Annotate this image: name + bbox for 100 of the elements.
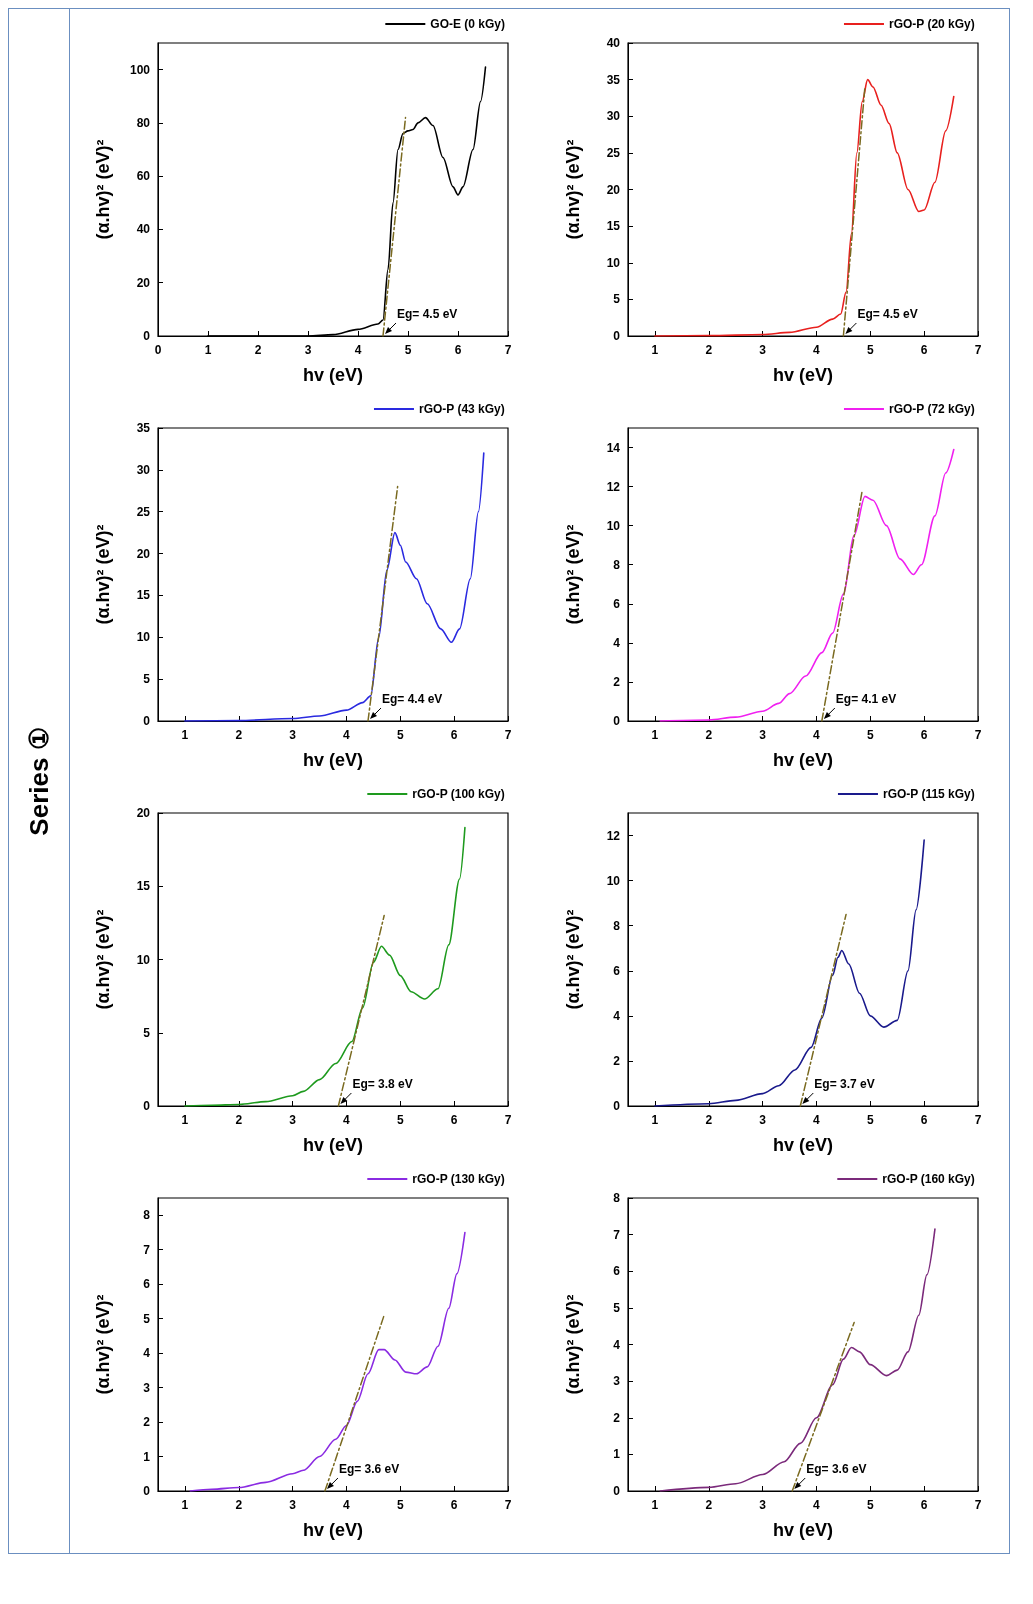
x-tick-label: 1 [181, 728, 189, 742]
x-axis-title: hv (eV) [772, 365, 834, 385]
x-tick-label: 5 [396, 728, 404, 742]
y-tick-label: 4 [143, 1346, 151, 1361]
x-tick-label: 7 [974, 1113, 982, 1127]
x-tick-label: 3 [289, 728, 297, 742]
y-tick-label: 0 [613, 1484, 621, 1498]
y-tick-label: 12 [606, 479, 621, 494]
y-tick-label: 40 [136, 222, 151, 237]
y-tick-label: 0 [143, 329, 151, 343]
y-axis-title: (α.hv)² (eV)² [563, 1294, 583, 1395]
y-tick-label: 6 [143, 1277, 151, 1292]
y-tick-label: 2 [613, 674, 621, 689]
y-tick-label: 20 [136, 275, 151, 290]
legend-label: rGO-P (100 kGy) [412, 787, 505, 801]
x-tick-label: 1 [651, 1113, 659, 1127]
x-axis-title: hv (eV) [302, 1135, 364, 1155]
y-tick-label: 6 [613, 596, 621, 611]
y-tick-label: 8 [613, 918, 621, 933]
y-tick-label: 1 [613, 1447, 621, 1462]
y-tick-label: 8 [613, 1191, 621, 1205]
x-tick-label: 3 [289, 1498, 297, 1512]
legend-label: rGO-P (160 kGy) [882, 1172, 975, 1186]
y-tick-label: 4 [613, 635, 621, 650]
annotation: Eg= 4.4 eV [382, 692, 443, 706]
y-tick-label: 25 [606, 145, 621, 160]
y-tick-label: 30 [606, 109, 621, 124]
x-tick-label: 4 [813, 1113, 821, 1127]
y-tick-label: 3 [143, 1380, 151, 1395]
y-tick-label: 4 [613, 1337, 621, 1352]
x-tick-label: 3 [289, 1113, 297, 1127]
y-tick-label: 4 [613, 1008, 621, 1023]
x-tick-label: 1 [204, 343, 212, 357]
x-tick-label: 7 [974, 728, 982, 742]
x-tick-label: 2 [705, 1113, 713, 1127]
y-tick-label: 3 [613, 1374, 621, 1389]
x-axis-title: hv (eV) [302, 1520, 364, 1540]
x-tick-label: 6 [920, 1113, 928, 1127]
x-tick-label: 2 [705, 1498, 713, 1512]
y-axis-title: (α.hv)² (eV)² [563, 139, 583, 240]
x-tick-label: 6 [920, 728, 928, 742]
x-axis-title: hv (eV) [302, 365, 364, 385]
x-tick-label: 3 [304, 343, 312, 357]
x-tick-label: 2 [235, 728, 243, 742]
x-tick-label: 5 [866, 728, 874, 742]
y-tick-label: 80 [136, 115, 151, 130]
annotation: Eg= 3.8 eV [352, 1077, 413, 1091]
x-tick-label: 3 [759, 728, 767, 742]
x-tick-label: 3 [759, 343, 767, 357]
x-axis-title: hv (eV) [772, 750, 834, 770]
y-tick-label: 10 [136, 630, 151, 645]
y-tick-label: 8 [613, 557, 621, 572]
y-tick-label: 5 [143, 1025, 151, 1040]
y-axis-title: (α.hv)² (eV)² [93, 909, 113, 1010]
y-tick-label: 2 [613, 1410, 621, 1425]
y-tick-label: 2 [613, 1053, 621, 1068]
x-tick-label: 5 [396, 1498, 404, 1512]
x-tick-label: 1 [651, 343, 659, 357]
y-tick-label: 10 [136, 952, 151, 967]
annotation: Eg= 4.5 eV [857, 307, 918, 321]
y-tick-label: 1 [143, 1449, 151, 1464]
x-tick-label: 6 [450, 728, 458, 742]
y-tick-label: 100 [129, 62, 151, 77]
line-series [654, 839, 925, 1107]
annotation: Eg= 3.6 eV [806, 1462, 867, 1476]
y-tick-label: 60 [136, 169, 151, 184]
legend-label: rGO-P (115 kGy) [882, 787, 975, 801]
x-tick-label: 4 [343, 728, 351, 742]
line-series [184, 452, 485, 722]
x-tick-label: 6 [450, 1498, 458, 1512]
line-series [189, 1231, 466, 1492]
y-tick-label: 10 [606, 255, 621, 270]
x-tick-label: 2 [254, 343, 262, 357]
y-tick-label: 7 [143, 1242, 151, 1257]
x-tick-label: 1 [181, 1113, 189, 1127]
x-axis-title: hv (eV) [302, 750, 364, 770]
y-tick-label: 20 [136, 806, 151, 820]
x-tick-label: 1 [651, 1498, 659, 1512]
y-tick-label: 35 [136, 421, 151, 435]
x-tick-label: 4 [343, 1113, 351, 1127]
y-tick-label: 5 [613, 292, 621, 307]
line-series [184, 826, 466, 1107]
x-tick-label: 2 [235, 1113, 243, 1127]
y-tick-label: 12 [606, 828, 621, 843]
legend-label: rGO-P (20 kGy) [888, 17, 975, 31]
annotation: Eg= 4.5 eV [397, 307, 458, 321]
y-tick-label: 5 [143, 1311, 151, 1326]
x-tick-label: 3 [759, 1113, 767, 1127]
y-tick-label: 0 [613, 1099, 621, 1113]
x-tick-label: 7 [504, 728, 512, 742]
y-tick-label: 30 [136, 462, 151, 477]
y-axis-title: (α.hv)² (eV)² [93, 1294, 113, 1395]
legend-label: rGO-P (72 kGy) [888, 402, 975, 416]
y-tick-label: 5 [613, 1300, 621, 1315]
y-tick-label: 15 [136, 588, 151, 603]
y-tick-label: 0 [613, 714, 621, 728]
x-tick-label: 2 [235, 1498, 243, 1512]
x-tick-label: 4 [813, 1498, 821, 1512]
x-tick-label: 5 [866, 343, 874, 357]
y-tick-label: 15 [136, 879, 151, 894]
